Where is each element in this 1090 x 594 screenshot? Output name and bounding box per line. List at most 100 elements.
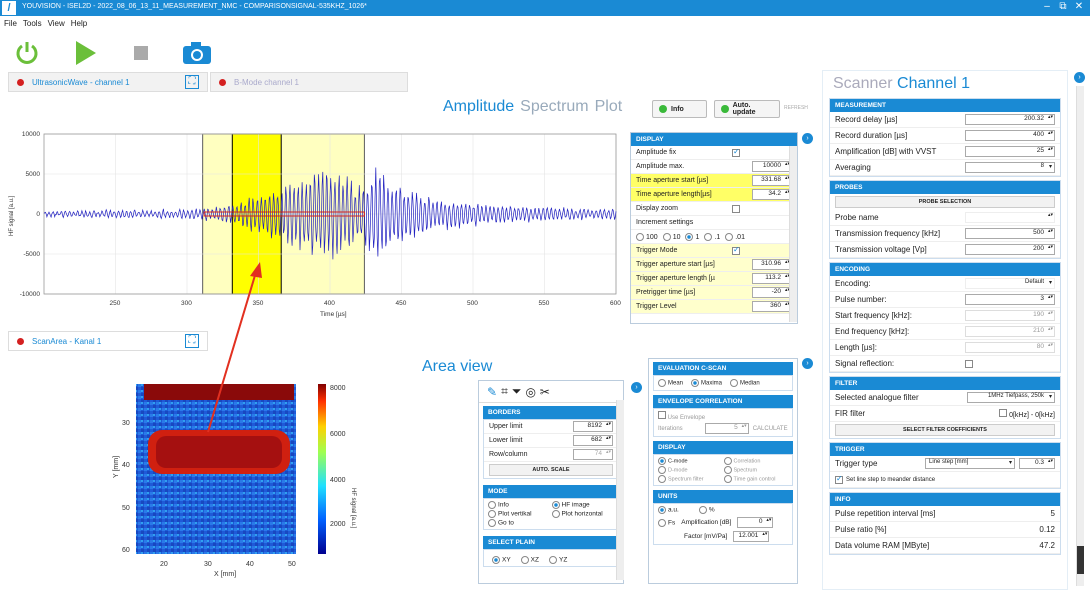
trigger-mode-checkbox[interactable] <box>732 245 740 255</box>
averaging-select[interactable]: 8 <box>965 162 1055 173</box>
increment-0-01[interactable]: .01 <box>725 232 745 241</box>
collapse-arrow-icon[interactable]: › <box>802 133 813 144</box>
area-panel-scrollbar[interactable] <box>616 400 624 580</box>
maximize-button[interactable]: ⧉ <box>1059 1 1067 12</box>
transmission-voltage-input[interactable]: 200 <box>965 244 1055 255</box>
tab-bmode[interactable]: B-Mode channel 1 <box>210 72 408 92</box>
camera-button[interactable] <box>182 38 212 68</box>
time-aperture-length-input[interactable]: 34.2 <box>752 189 792 200</box>
probe-name-input[interactable] <box>965 212 1055 223</box>
use-envelope-checkbox[interactable] <box>658 411 666 419</box>
trigger-start-input[interactable]: 310.96 <box>752 259 792 270</box>
display-correlation-radio[interactable]: Correlation <box>723 457 789 465</box>
increment-10[interactable]: 10 <box>662 232 680 241</box>
minimize-button[interactable]: – <box>1044 1 1050 12</box>
cscan-mean-radio[interactable]: Mean <box>658 379 683 387</box>
plain-yz-radio[interactable]: YZ <box>548 556 567 564</box>
expand-icon[interactable]: ⛶ <box>185 334 199 348</box>
line-step-input[interactable]: 0.3 <box>1019 458 1055 469</box>
length-input[interactable]: 80 <box>965 342 1055 353</box>
display-spectrum-radio[interactable]: Spectrum <box>723 466 789 474</box>
ruler-icon[interactable]: ⌗ <box>501 384 508 398</box>
display-zoom-checkbox[interactable] <box>732 204 740 213</box>
tab-spectrum[interactable]: Spectrum <box>520 98 589 115</box>
mode-info-radio[interactable]: Info <box>488 501 551 509</box>
plain-xz-radio[interactable]: XZ <box>520 556 539 564</box>
display-spectrum-filter-radio[interactable]: Spectrum filter <box>658 475 723 483</box>
select-filter-button[interactable]: SELECT FILTER COEFFICIENTS <box>835 424 1055 436</box>
close-button[interactable]: ✕ <box>1074 1 1084 12</box>
start-frequency-input[interactable]: 190 <box>965 310 1055 321</box>
menu-view[interactable]: View <box>47 19 65 28</box>
mode-plot-vertical-radio[interactable]: Plot vertikal <box>488 510 551 518</box>
fs-radio[interactable]: Fs <box>658 518 675 527</box>
transmission-frequency-input[interactable]: 500 <box>965 228 1055 239</box>
increment-100[interactable]: 100 <box>636 232 658 241</box>
amplitude-fix-checkbox[interactable] <box>732 147 740 157</box>
unit-percent-radio[interactable]: % <box>698 506 715 514</box>
display-dmode-radio[interactable]: D-mode <box>658 466 723 474</box>
factor-input[interactable]: 12.001 <box>733 531 770 542</box>
menu-tools[interactable]: Tools <box>22 19 42 28</box>
collapse-arrow-icon[interactable]: › <box>1074 72 1085 83</box>
calculate-button[interactable]: CALCULATE <box>752 425 788 432</box>
filter-icon[interactable]: ⏷ <box>511 384 522 398</box>
increment-1[interactable]: 1 <box>685 232 699 241</box>
signal-reflection-checkbox[interactable] <box>965 359 973 368</box>
fir-filter-checkbox[interactable] <box>999 408 1008 417</box>
upper-limit-input[interactable]: 8192 <box>573 421 613 432</box>
display-cmode-radio[interactable]: C-mode <box>658 457 723 465</box>
encoding-select[interactable]: Default <box>965 278 1055 289</box>
amplitude-max-input[interactable]: 10000 <box>752 161 792 172</box>
scanner-scroll-thumb[interactable] <box>1077 546 1084 574</box>
amplification-vvst-input[interactable]: 25 <box>965 146 1055 157</box>
mode-plot-horizontal-radio[interactable]: Plot horizontal <box>551 510 615 518</box>
refresh-button[interactable]: REFRESH <box>784 105 808 111</box>
play-button[interactable] <box>70 38 100 68</box>
collapse-arrow-icon[interactable]: › <box>802 358 813 369</box>
display-tgc-radio[interactable]: Time gain control <box>723 475 789 483</box>
target-icon[interactable]: ◎ <box>525 384 536 399</box>
cscan-maxima-radio[interactable]: Maxima <box>691 379 722 387</box>
trigger-level-input[interactable]: 360 <box>752 301 792 312</box>
row-column-input[interactable]: 74 <box>573 449 613 460</box>
pulse-number-input[interactable]: 3 <box>965 294 1055 305</box>
use-envelope-row[interactable]: Use Envelope <box>658 411 788 421</box>
tab-scan-area[interactable]: ScanArea - Kanal 1 ⛶ <box>8 331 208 351</box>
power-button[interactable] <box>12 38 42 68</box>
end-frequency-input[interactable]: 210 <box>965 326 1055 337</box>
eyedropper-icon[interactable]: ✎ <box>487 384 498 399</box>
iterations-input[interactable]: 5 <box>704 423 749 434</box>
record-delay-input[interactable]: 200.32 <box>965 114 1055 125</box>
increment-0-1[interactable]: .1 <box>704 232 720 241</box>
probe-selection-button[interactable]: PROBE SELECTION <box>835 196 1055 208</box>
scanner-scrollbar[interactable] <box>1076 86 1084 586</box>
mode-goto-radio[interactable]: Go to <box>488 519 551 527</box>
expand-icon[interactable]: ⛶ <box>185 75 199 89</box>
analogue-filter-select[interactable]: 1MHz Tiefpass, 250k <box>967 392 1055 403</box>
menu-file[interactable]: File <box>4 19 17 28</box>
amplification-input[interactable]: 0 <box>737 517 774 528</box>
auto-update-button[interactable]: Auto. update <box>714 100 780 118</box>
display-panel-scrollbar[interactable] <box>789 146 797 322</box>
record-duration-input[interactable]: 400 <box>965 130 1055 141</box>
time-aperture-start-input[interactable]: 331.68 <box>752 175 792 186</box>
tab-amplitude[interactable]: Amplitude <box>443 98 515 115</box>
stop-button[interactable] <box>126 38 156 68</box>
meander-checkbox[interactable] <box>835 474 843 484</box>
scissors-icon[interactable]: ✂ <box>539 384 550 399</box>
trigger-type-select[interactable]: Line step [mm] <box>925 458 1015 469</box>
collapse-arrow-icon[interactable]: › <box>631 382 642 393</box>
plain-xy-radio[interactable]: XY <box>492 556 511 564</box>
menu-help[interactable]: Help <box>70 19 88 28</box>
tab-plot[interactable]: Plot <box>594 98 623 115</box>
trigger-length-input[interactable]: 113.2 <box>752 273 792 284</box>
unit-au-radio[interactable]: a.u. <box>658 506 679 514</box>
mode-hf-image-radio[interactable]: HF image <box>551 501 615 509</box>
cscan-median-radio[interactable]: Median <box>730 379 760 387</box>
lower-limit-input[interactable]: 682 <box>573 435 613 446</box>
pretrigger-input[interactable]: -20 <box>752 287 792 298</box>
tab-ultrasonic-wave[interactable]: UltrasonicWave - channel 1 ⛶ <box>8 72 208 92</box>
info-button[interactable]: Info <box>652 100 707 118</box>
auto-scale-button[interactable]: AUTO. SCALE <box>489 464 613 476</box>
